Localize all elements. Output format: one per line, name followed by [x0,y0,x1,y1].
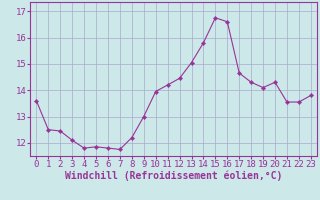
X-axis label: Windchill (Refroidissement éolien,°C): Windchill (Refroidissement éolien,°C) [65,171,282,181]
